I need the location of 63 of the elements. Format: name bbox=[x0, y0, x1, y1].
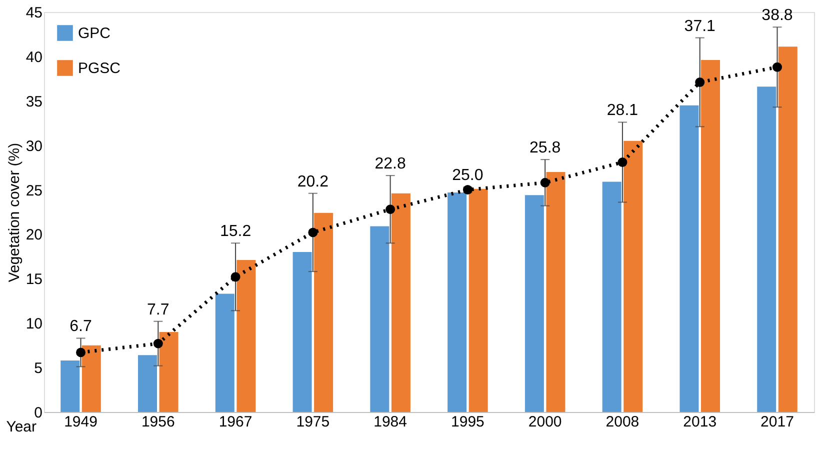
data-label: 15.2 bbox=[220, 223, 252, 240]
y-tick-label: 20 bbox=[26, 226, 42, 244]
bar bbox=[292, 252, 312, 412]
point bbox=[618, 157, 628, 167]
x-tick-label: 1956 bbox=[141, 414, 175, 430]
bar bbox=[138, 355, 158, 412]
point bbox=[308, 228, 318, 238]
point bbox=[230, 272, 240, 282]
bar bbox=[314, 212, 334, 412]
x-tick-label: 1995 bbox=[451, 414, 484, 430]
x-axis-title: Year bbox=[6, 418, 36, 436]
x-tick-label: 2008 bbox=[606, 414, 640, 430]
point bbox=[386, 204, 396, 214]
y-tick-label: 30 bbox=[26, 138, 42, 155]
data-label: 38.8 bbox=[762, 7, 793, 24]
x-tick-label: 1984 bbox=[374, 414, 407, 430]
y-tick-label: 5 bbox=[34, 360, 42, 378]
bar bbox=[215, 294, 234, 412]
data-label: 25.0 bbox=[452, 167, 484, 184]
bar bbox=[159, 332, 178, 412]
y-tick-label: 25 bbox=[26, 182, 42, 200]
y-tick-label: 45 bbox=[26, 4, 42, 22]
x-tick-label: 1975 bbox=[296, 414, 330, 430]
data-label: 28.1 bbox=[606, 102, 638, 120]
x-tick-label: 1967 bbox=[218, 414, 252, 430]
legend-label: PGSC bbox=[78, 60, 121, 77]
data-label: 37.1 bbox=[684, 18, 716, 35]
point bbox=[695, 77, 705, 87]
point bbox=[76, 348, 86, 358]
data-label: 25.8 bbox=[530, 140, 561, 157]
x-tick-label: 2017 bbox=[760, 414, 794, 430]
data-label: 22.8 bbox=[374, 156, 406, 173]
y-tick-label: 40 bbox=[26, 48, 42, 66]
y-tick-label: 0 bbox=[34, 404, 42, 422]
bar bbox=[60, 360, 80, 412]
x-tick-label: 2000 bbox=[528, 414, 562, 430]
point bbox=[772, 62, 782, 72]
x-tick-label: 2013 bbox=[683, 414, 717, 430]
bar bbox=[524, 195, 544, 412]
x-tick-label: 1949 bbox=[64, 414, 98, 430]
point bbox=[540, 178, 550, 188]
bar bbox=[624, 140, 643, 412]
y-tick-label: 10 bbox=[26, 316, 42, 333]
data-label: 7.7 bbox=[147, 301, 170, 318]
data-label: 20.2 bbox=[297, 173, 329, 190]
bar bbox=[602, 182, 622, 412]
bar bbox=[680, 105, 699, 412]
bar bbox=[700, 60, 720, 412]
legend-label: GPC bbox=[78, 25, 111, 42]
bar bbox=[448, 192, 467, 412]
bar bbox=[778, 46, 798, 412]
bar bbox=[468, 188, 488, 412]
bar bbox=[82, 345, 101, 412]
data-label: 6.7 bbox=[70, 318, 92, 336]
bar bbox=[391, 193, 410, 412]
bar bbox=[757, 86, 776, 412]
bar bbox=[546, 172, 566, 412]
bar bbox=[236, 260, 256, 412]
y-tick-label: 35 bbox=[26, 93, 42, 110]
bar bbox=[370, 226, 390, 412]
y-axis-title: Vegetation cover (%) bbox=[6, 142, 23, 282]
point bbox=[153, 338, 163, 348]
y-tick-label: 15 bbox=[26, 271, 42, 288]
